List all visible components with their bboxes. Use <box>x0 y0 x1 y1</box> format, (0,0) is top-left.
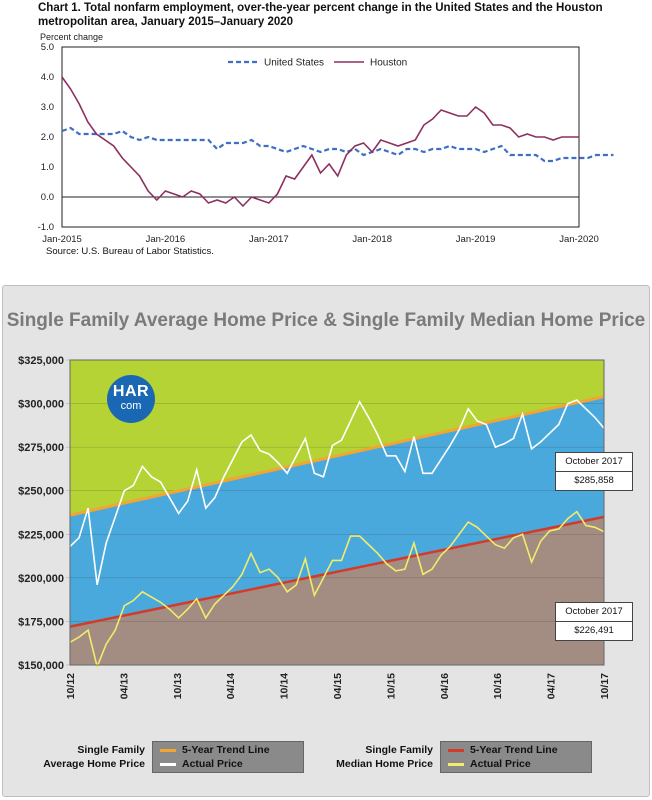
x-tick-label: 04/15 <box>332 673 344 699</box>
y-tick-label: 5.0 <box>41 42 54 53</box>
median-trend-line <box>69 515 605 628</box>
x-tick-label: 10/17 <box>599 673 611 699</box>
y-tick-label: $200,000 <box>18 573 64 585</box>
median-callout-value: $226,491 <box>574 625 614 636</box>
legend-median-name-2: Median Home Price <box>336 758 433 770</box>
y-axis-label: Percent change <box>40 32 103 42</box>
avg-price-callout: October 2017 $285,858 <box>555 452 633 491</box>
plot-frame <box>69 359 605 666</box>
legend-avg-actual-label: Actual Price <box>182 758 243 770</box>
y-tick-label: 1.0 <box>41 162 54 173</box>
median-price-callout: October 2017 $226,491 <box>555 602 633 641</box>
legend-median-trend-label: 5-Year Trend Line <box>470 744 558 756</box>
y-tick-label: $325,000 <box>18 355 64 367</box>
x-tick-label: Jan-2017 <box>249 234 289 245</box>
x-tick-label: 04/14 <box>225 673 237 699</box>
y-tick-label: $300,000 <box>18 399 64 411</box>
x-tick-label: 10/15 <box>385 673 397 699</box>
x-tick-label: 04/17 <box>546 673 558 699</box>
legend-median-trend-swatch <box>448 749 464 752</box>
legend-median-actual-label: Actual Price <box>470 758 531 770</box>
avg-trend-line <box>69 395 605 517</box>
chart1-title: Chart 1. Total nonfarm employment, over-… <box>38 2 603 28</box>
y-tick-label: 0.0 <box>41 192 54 203</box>
lower-region <box>70 516 604 665</box>
houston-series-line <box>61 76 579 208</box>
x-tick-label: 04/13 <box>118 673 130 699</box>
x-tick-label: 10/12 <box>65 673 77 699</box>
legend-median-actual-swatch <box>448 763 464 766</box>
legend-avg-trend-swatch <box>160 749 176 752</box>
y-tick-label: $150,000 <box>18 660 64 672</box>
avg-actual-line <box>69 399 605 585</box>
home-price-chart: $325,000 $300,000 $275,000 $250,000 $225,000… <box>18 355 611 699</box>
y-tick-label: $175,000 <box>18 616 64 628</box>
x-tick-label: Jan-2018 <box>352 234 392 245</box>
employment-chart: Chart 1. Total nonfarm employment, over-… <box>0 0 652 270</box>
median-actual-line <box>69 510 605 670</box>
y-tick-label: 3.0 <box>41 102 54 113</box>
y-tick-label: -1.0 <box>38 222 54 233</box>
legend-avg-name-2: Average Home Price <box>43 758 145 770</box>
y-tick-label: $250,000 <box>18 486 64 498</box>
legend-us-label: United States <box>264 58 324 69</box>
x-tick-label: Jan-2020 <box>559 234 599 245</box>
employment-chart-plot: Percent change5.04.03.02.01.00.0-1.0Jan-… <box>38 32 614 245</box>
avg-callout-date: October 2017 <box>556 453 632 472</box>
plot-frame <box>61 46 580 228</box>
y-tick-label: 2.0 <box>41 132 54 143</box>
x-tick-label: Jan-2016 <box>146 234 186 245</box>
y-tick-label: $225,000 <box>18 529 64 541</box>
y-tick-label: 4.0 <box>41 72 54 83</box>
chart2-title: Single Family Average Home Price & Singl… <box>6 310 646 331</box>
legend-median-name-1: Single Family <box>365 744 433 756</box>
x-tick-label: 04/16 <box>439 673 451 699</box>
x-tick-label: Jan-2019 <box>456 234 496 245</box>
x-tick-label: 10/16 <box>492 673 504 699</box>
y-tick-label: $275,000 <box>18 442 64 454</box>
median-callout-date: October 2017 <box>556 603 632 622</box>
chart1-source: Source: U.S. Bureau of Labor Statistics. <box>46 246 214 257</box>
logo-text-har: HAR <box>112 383 150 400</box>
legend-avg-actual-swatch <box>160 763 176 766</box>
legend-houston-label: Houston <box>370 58 407 69</box>
x-tick-label: 10/14 <box>279 673 291 699</box>
logo-text-com: com <box>120 400 142 412</box>
har-logo: HAR com <box>107 375 155 423</box>
legend-avg-name-1: Single Family <box>77 744 145 756</box>
legend-avg-trend-label: 5-Year Trend Line <box>182 744 270 756</box>
x-tick-label: Jan-2015 <box>42 234 82 245</box>
us-series-line <box>61 126 614 163</box>
x-tick-label: 10/13 <box>172 673 184 699</box>
avg-callout-value: $285,858 <box>574 475 614 486</box>
